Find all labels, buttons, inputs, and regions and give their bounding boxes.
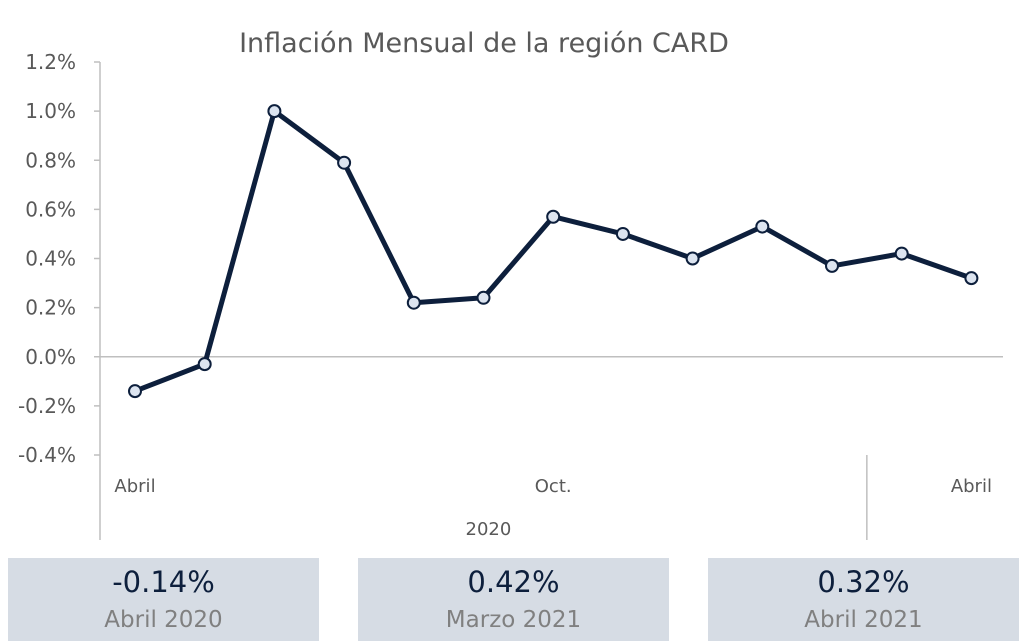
y-tick-label: 0.0% (25, 345, 76, 369)
data-point (267, 104, 282, 119)
y-tick-label: -0.4% (18, 443, 76, 467)
series-line (128, 104, 979, 399)
y-tick-label: 0.4% (25, 247, 76, 271)
data-point (685, 251, 700, 266)
x-axis: Abril Oct. Abril 2020 (99, 356, 1003, 540)
y-tick-label: 0.8% (25, 148, 76, 172)
y-axis: 1.2% 1.0% 0.8% 0.6% 0.4% 0.2% 0.0% -0.2% -0.4% (18, 50, 101, 467)
y-tick-label: 0.2% (25, 296, 76, 320)
data-point (337, 155, 352, 170)
data-point (406, 295, 421, 310)
card-value: 0.42% (467, 565, 560, 599)
x-tick-label: Abril (951, 476, 992, 497)
data-point (476, 290, 491, 305)
chart-title: Inflación Mensual de la región CARD (239, 28, 729, 59)
card-label: Abril 2020 (104, 607, 223, 633)
data-point (755, 219, 770, 234)
summary-card-march-2021: 0.42% Marzo 2021 (358, 558, 669, 641)
inflation-chart: Inflación Mensual de la región CARD 1.2%… (18, 28, 1003, 540)
data-point (894, 246, 909, 261)
y-tick-label: 1.0% (25, 99, 76, 123)
data-point (546, 209, 561, 224)
x-tick-label: Abril (114, 476, 155, 497)
card-value: 0.32% (817, 565, 910, 599)
y-tick-label: -0.2% (18, 394, 76, 418)
data-point (615, 226, 630, 241)
data-point (964, 271, 979, 286)
data-point (825, 258, 839, 273)
y-tick-label: 0.6% (25, 197, 76, 221)
card-label: Marzo 2021 (445, 607, 582, 633)
summary-card-april-2021: 0.32% Abril 2021 (708, 558, 1019, 641)
x-tick-label: Oct. (535, 476, 572, 497)
card-value: -0.14% (112, 565, 215, 599)
series-path (132, 108, 974, 394)
y-tick-label: 1.2% (25, 50, 76, 74)
card-label: Abril 2021 (804, 607, 923, 633)
data-point (128, 384, 142, 399)
x-group-label: 2020 (466, 519, 512, 540)
summary-card-april-2020: -0.14% Abril 2020 (8, 558, 319, 641)
data-point (197, 357, 212, 372)
